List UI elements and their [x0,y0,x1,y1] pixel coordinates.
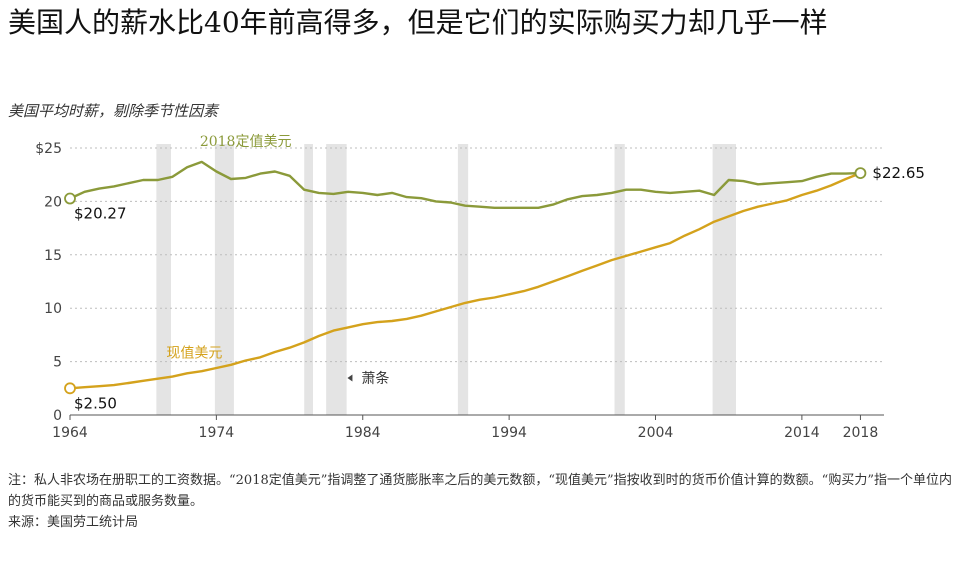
recession-pointer-icon [347,374,353,382]
chart-notes: 注：私人非农场在册职工的工资数据。“2018定值美元”指调整了通货膨胀率之后的美… [8,470,952,533]
x-tick-label-2018: 2018 [843,425,879,441]
x-tick-label-1974: 1974 [199,425,235,441]
recession-band-5 [457,144,469,415]
series-line-nominal [69,171,861,390]
x-tick-label-1994: 1994 [491,425,527,441]
end-value-label: $22.65 [872,164,925,182]
start-value-label-real: $20.27 [74,205,127,223]
recession-band-1 [156,144,171,415]
recession-band-6 [614,144,625,415]
series-line-real [69,160,861,210]
x-tick-label-1964: 1964 [52,425,88,441]
y-tick-label-25: $25 [35,141,62,157]
x-tick-label-2014: 2014 [784,425,820,441]
recession-band-3 [304,144,313,415]
series-label-nominal: 现值美元 [166,345,222,361]
y-tick-label-20: 20 [44,194,62,210]
start-value-label-nominal: $2.50 [74,394,117,412]
recession-band-7 [712,144,737,415]
series-lines [64,160,867,395]
series-label-real: 2018定值美元 [200,134,292,150]
recession-band-4 [326,144,347,415]
x-tick-label-1984: 1984 [345,425,381,441]
y-tick-label-0: 0 [53,408,62,424]
source-text: 来源：美国劳工统计局 [8,515,139,530]
series-start-point-real [64,192,76,205]
note-text: 注：私人非农场在册职工的工资数据。“2018定值美元”指调整了通货膨胀率之后的美… [8,473,952,509]
y-tick-label-15: 15 [44,248,62,264]
y-tick-label-5: 5 [53,355,62,371]
x-tick-label-2004: 2004 [638,425,674,441]
recession-band-2 [214,144,234,415]
series-end-point [854,167,867,179]
series-start-point-nominal [64,382,76,395]
y-tick-label-10: 10 [44,301,62,317]
chart-title: 美国人的薪水比40年前高得多，但是它们的实际购买力却几乎一样 [8,6,828,39]
axes: 0 5 10 15 20 $25 1964 1974 1984 1994 2004 2014 2018 [35,141,884,441]
chart-subtitle: 美国平均时薪，剔除季节性因素 [8,102,219,120]
recession-label: 萧条 [361,370,389,387]
recession-bands [156,144,737,415]
grid-lines [70,147,884,363]
